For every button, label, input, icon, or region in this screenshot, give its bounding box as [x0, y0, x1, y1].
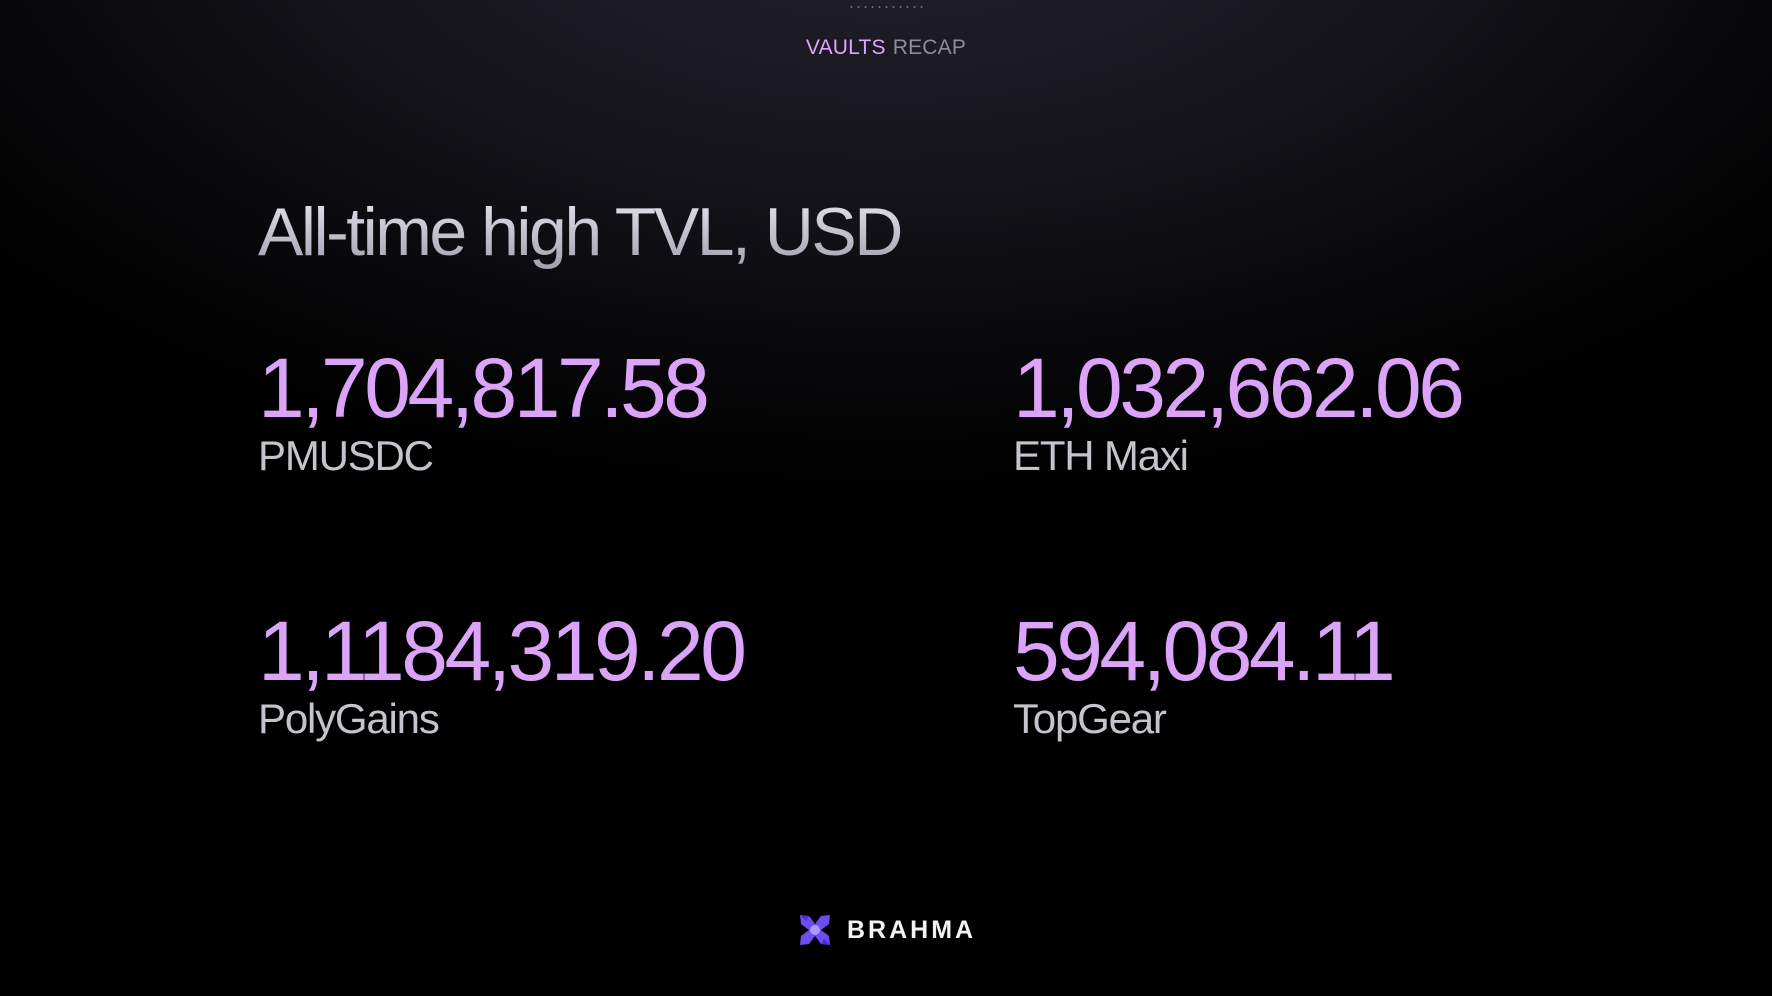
stat-eth-maxi: 1,032,662.06 ETH Maxi [1013, 343, 1713, 480]
stat-polygains: 1,1184,319.20 PolyGains [258, 606, 958, 743]
stat-pmusdc: 1,704,817.58 PMUSDC [258, 343, 958, 480]
stat-label: TopGear [1013, 695, 1167, 742]
page-indicator-dots [848, 6, 924, 8]
brahma-logo-icon [797, 912, 833, 948]
page-title: All-time high TVL, USD [258, 194, 903, 270]
header-secondary: RECAP [892, 36, 967, 59]
section-header: VAULTS RECAP [0, 36, 1772, 60]
stat-label: ETH Maxi [1013, 432, 1189, 479]
stat-value: 1,032,662.06 [1013, 341, 1465, 435]
brand-name: BRAHMA [847, 915, 977, 944]
stat-value: 1,704,817.58 [258, 341, 710, 435]
stat-topgear: 594,084.11 TopGear [1013, 606, 1713, 743]
stat-label: PolyGains [258, 695, 440, 742]
header-primary: VAULTS [805, 36, 886, 59]
stat-value: 594,084.11 [1013, 604, 1396, 698]
brand-logo: BRAHMA [797, 912, 976, 948]
stat-label: PMUSDC [258, 432, 434, 479]
stat-value: 1,1184,319.20 [258, 604, 747, 698]
